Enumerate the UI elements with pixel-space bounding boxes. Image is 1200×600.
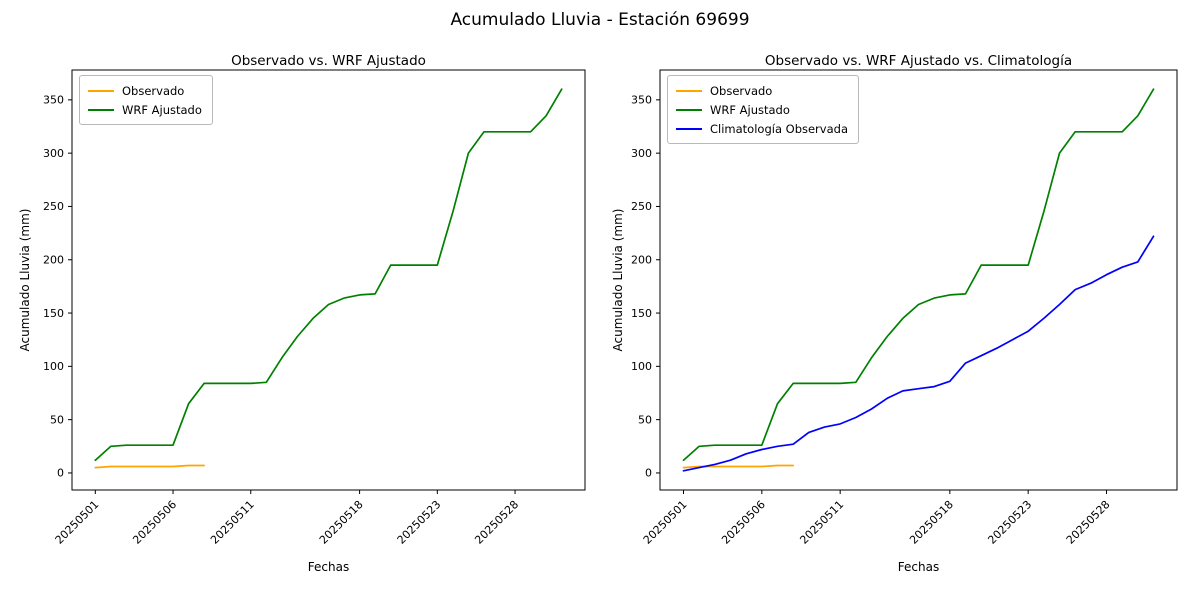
x-tick-label: 20250523 <box>985 498 1034 547</box>
plot-area: 0 50 100 150 200 250 300 350 20250501 20250506 202… <box>43 69 586 547</box>
subplot-left: Observado vs. WRF Ajustado Acumulado Llu… <box>0 48 600 600</box>
x-tick-label: 20250523 <box>395 498 444 547</box>
x-tick-label: 20250501 <box>641 498 690 547</box>
y-tick-label: 150 <box>631 307 652 320</box>
subplot-right: Observado vs. WRF Ajustado vs. Climatolo… <box>600 48 1200 600</box>
series-line-wrf-ajustado <box>682 88 1155 462</box>
y-tick-label: 0 <box>57 467 64 480</box>
subplot-title: Observado vs. WRF Ajustado <box>231 53 426 69</box>
legend: Observado WRF Ajustado Climatología Observ… <box>667 75 859 144</box>
x-tick-label: 20250511 <box>208 498 257 547</box>
x-tick-label: 20250518 <box>907 498 956 547</box>
x-tick-label: 20250528 <box>1064 498 1113 547</box>
x-tick-label: 20250506 <box>130 498 179 547</box>
y-tick-label: 50 <box>50 413 64 426</box>
legend-label: Climatología Observada <box>710 121 848 136</box>
legend-line-swatch-wrf-ajustado <box>88 108 114 111</box>
axes-frame <box>659 69 1178 491</box>
subplot-title: Observado vs. WRF Ajustado vs. Climatolo… <box>764 53 1073 69</box>
x-tick-label: 20250506 <box>719 498 768 547</box>
x-tick-label: 20250528 <box>472 498 521 547</box>
y-tick-label: 200 <box>43 254 64 267</box>
legend-item: Observado <box>676 81 848 100</box>
x-axis-label: Fechas <box>897 560 940 574</box>
legend-label: Observado <box>710 83 773 98</box>
y-tick-label: 300 <box>43 147 64 160</box>
y-tick-label: 350 <box>631 94 652 107</box>
legend-item: Climatología Observada <box>676 119 848 138</box>
series-line-observado <box>94 464 205 469</box>
legend-item: Observado <box>88 81 202 100</box>
legend-line-swatch-observado <box>88 89 114 92</box>
y-tick-label: 250 <box>631 200 652 213</box>
x-axis-label: Fechas <box>307 560 350 574</box>
y-tick-label: 300 <box>631 147 652 160</box>
legend-line-swatch-observado <box>676 89 702 92</box>
x-tick-label: 20250501 <box>53 498 102 547</box>
y-tick-label: 50 <box>638 413 652 426</box>
series-line-climatolog-a-observada <box>682 235 1155 472</box>
y-tick-label: 150 <box>43 307 64 320</box>
y-tick-label: 250 <box>43 200 64 213</box>
y-tick-label: 350 <box>43 94 64 107</box>
x-tick-label: 20250518 <box>317 498 366 547</box>
legend-label: Observado <box>122 83 185 98</box>
legend-label: WRF Ajustado <box>710 102 790 117</box>
legend: Observado WRF Ajustado <box>79 75 213 125</box>
y-tick-label: 0 <box>645 467 652 480</box>
axes-frame <box>71 69 586 491</box>
legend-item: WRF Ajustado <box>88 100 202 119</box>
legend-label: WRF Ajustado <box>122 102 202 117</box>
series-line-wrf-ajustado <box>94 88 563 462</box>
legend-line-swatch-wrf-ajustado <box>676 108 702 111</box>
legend-item: WRF Ajustado <box>676 100 848 119</box>
x-tick-label: 20250511 <box>797 498 846 547</box>
y-tick-label: 100 <box>43 360 64 373</box>
y-tick-label: 200 <box>631 254 652 267</box>
y-tick-label: 100 <box>631 360 652 373</box>
legend-line-swatch-climatolog-a-observada <box>676 127 702 130</box>
figure-title: Acumulado Lluvia - Estación 69699 <box>450 10 750 30</box>
plot-area: 0 50 100 150 200 250 300 350 20250501 20250506 202… <box>631 69 1178 547</box>
